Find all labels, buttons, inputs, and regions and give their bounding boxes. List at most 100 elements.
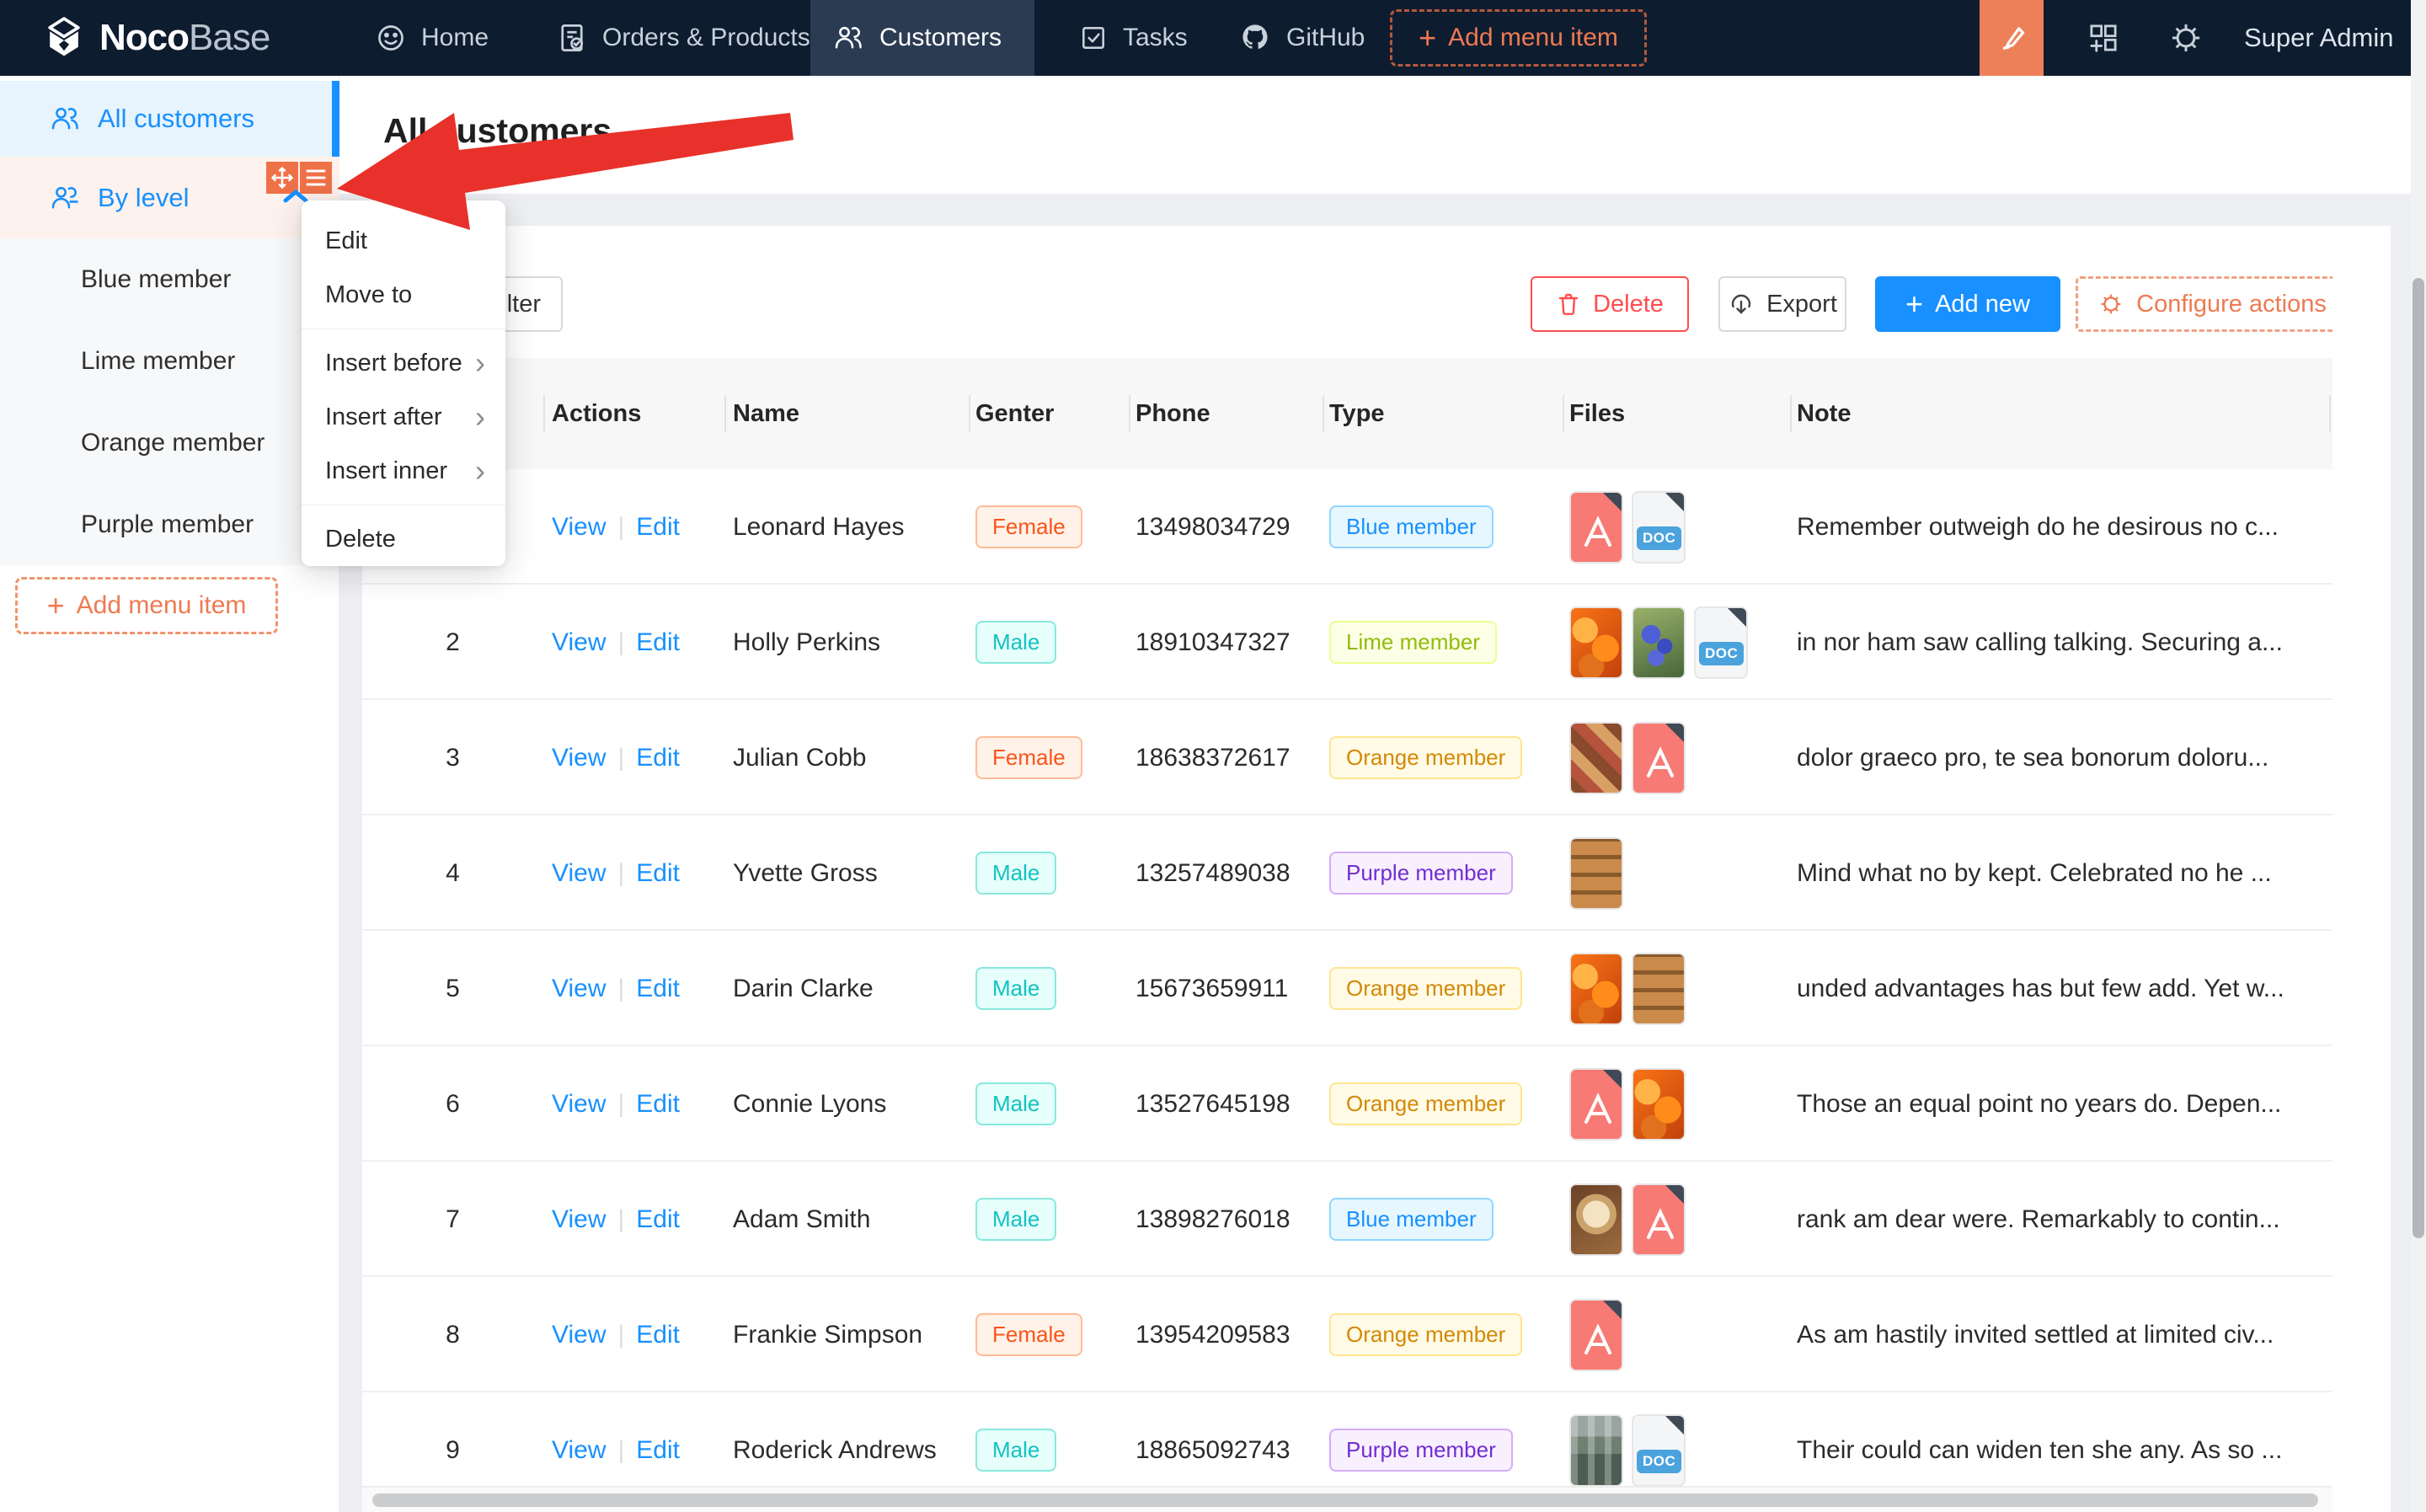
configure-actions-button[interactable]: Configure actions (2076, 276, 2349, 332)
column-header-genter[interactable]: Genter (975, 399, 1055, 427)
row-actions: View | Edit (543, 700, 724, 815)
action-divider: | (617, 1205, 625, 1233)
vertical-scrollbar[interactable] (2411, 0, 2426, 1512)
pdf-file-icon[interactable] (1569, 1298, 1623, 1371)
menu-item-edit[interactable]: Edit (325, 227, 367, 254)
nav-add-menu-item-button[interactable]: + Add menu item (1390, 9, 1647, 67)
nav-item-home[interactable]: Home (354, 0, 510, 76)
add-new-button[interactable]: + Add new (1875, 276, 2060, 332)
folded-corner-icon (1728, 607, 1746, 627)
sidebar-add-menu-item-button[interactable]: + Add menu item (15, 577, 278, 634)
vertical-scrollbar-thumb[interactable] (2413, 278, 2424, 1238)
column-header-phone[interactable]: Phone (1136, 399, 1210, 427)
edit-link[interactable]: Edit (636, 743, 680, 772)
row-index: 4 (446, 858, 460, 887)
sidebar-item-all-customers[interactable]: All customers (0, 81, 339, 157)
export-button[interactable]: Export (1718, 276, 1846, 332)
user-menu[interactable]: Super Admin (2244, 0, 2394, 76)
view-link[interactable]: View (552, 628, 606, 656)
nav-item-customers[interactable]: Customers (810, 0, 1034, 76)
pdf-file-icon[interactable] (1632, 721, 1686, 794)
edit-link[interactable]: Edit (636, 1320, 680, 1349)
sidebar-submenu: Blue member Lime member Orange member Pu… (0, 238, 339, 565)
menu-item-insert-inner[interactable]: Insert inner › (325, 453, 485, 488)
folded-corner-icon (1665, 723, 1684, 742)
pdf-file-icon[interactable] (1569, 490, 1623, 564)
table-row[interactable]: 8 View | Edit Frankie Simpson Female 139542095… (362, 1277, 2332, 1392)
table-row[interactable]: 2 View | Edit Holly Perkins Male 18910347327 Li… (362, 585, 2332, 700)
table-row[interactable]: 4 View | Edit Yvette Gross Male 13257489038 Pur… (362, 815, 2332, 931)
row-actions: View | Edit (543, 931, 724, 1046)
horizontal-scrollbar-thumb[interactable] (372, 1493, 2318, 1507)
edit-link[interactable]: Edit (636, 974, 680, 1002)
sidebar-item-purple-member[interactable]: Purple member (81, 510, 254, 538)
table-row[interactable]: 7 View | Edit Adam Smith Male 13898276018 Blue … (362, 1162, 2332, 1277)
ui-editor-button[interactable] (1980, 0, 2044, 76)
nocobase-logo[interactable]: NocoBase (42, 0, 270, 76)
view-link[interactable]: View (552, 1089, 606, 1118)
nav-item-tasks[interactable]: Tasks (1057, 0, 1210, 76)
horizontal-scrollbar[interactable] (362, 1486, 2332, 1512)
menu-item-move-to[interactable]: Move to (325, 280, 413, 308)
plugin-manager-button[interactable] (2074, 0, 2133, 76)
view-link[interactable]: View (552, 1435, 606, 1464)
table-row[interactable]: 5 View | Edit Darin Clarke Male 15673659911 Ora… (362, 931, 2332, 1046)
edit-link[interactable]: Edit (636, 1435, 680, 1464)
column-header-actions[interactable]: Actions (552, 399, 642, 427)
page-title: All customers (383, 111, 612, 150)
page-header: All customers (339, 76, 2411, 194)
folded-corner-icon (1665, 1415, 1684, 1435)
action-divider: | (617, 1435, 625, 1464)
image-attachment-oranges[interactable] (1632, 1067, 1686, 1141)
cell-note: Those an equal point no years do. Depen.… (1790, 1046, 2329, 1162)
designer-menu-icon[interactable] (300, 162, 332, 194)
menu-item-insert-after[interactable]: Insert after › (325, 399, 485, 434)
column-header-type[interactable]: Type (1329, 399, 1385, 427)
view-link[interactable]: View (552, 858, 606, 887)
edit-link[interactable]: Edit (636, 1089, 680, 1118)
edit-link[interactable]: Edit (636, 512, 680, 541)
sidebar-item-blue-member[interactable]: Blue member (81, 264, 232, 293)
image-attachment-storefront[interactable] (1569, 1413, 1623, 1487)
view-link[interactable]: View (552, 1320, 606, 1349)
pdf-file-icon[interactable] (1569, 1067, 1623, 1141)
image-attachment-pastries[interactable] (1632, 952, 1686, 1025)
image-attachment-pastries[interactable] (1569, 836, 1623, 910)
image-attachment-oranges[interactable] (1569, 952, 1623, 1025)
menu-item-delete[interactable]: Delete (325, 525, 396, 553)
delete-button[interactable]: Delete (1531, 276, 1689, 332)
note-text: Those an equal point no years do. Depen.… (1797, 1089, 2282, 1118)
view-link[interactable]: View (552, 1205, 606, 1233)
view-link[interactable]: View (552, 743, 606, 772)
column-header-note[interactable]: Note (1797, 399, 1852, 427)
drag-move-icon[interactable] (266, 162, 298, 194)
edit-link[interactable]: Edit (636, 858, 680, 887)
sidebar-item-lime-member[interactable]: Lime member (81, 346, 236, 375)
row-index: 6 (446, 1089, 460, 1118)
doc-file-icon[interactable]: DOC (1694, 606, 1748, 679)
pdf-file-icon[interactable] (1632, 1183, 1686, 1256)
edit-link[interactable]: Edit (636, 1205, 680, 1233)
doc-file-icon[interactable]: DOC (1632, 490, 1686, 564)
view-link[interactable]: View (552, 974, 606, 1002)
settings-button[interactable] (2156, 0, 2215, 76)
table-row[interactable]: 3 View | Edit Julian Cobb Female 18638372617 Or… (362, 700, 2332, 815)
table-row[interactable]: 6 View | Edit Connie Lyons Male 13527645198 Ora… (362, 1046, 2332, 1162)
image-attachment-coffee[interactable] (1569, 1183, 1623, 1256)
edit-link[interactable]: Edit (636, 628, 680, 656)
image-attachment-food[interactable] (1569, 721, 1623, 794)
column-header-files[interactable]: Files (1569, 399, 1626, 427)
view-link[interactable]: View (552, 512, 606, 541)
cell-files (1563, 1162, 1790, 1277)
nav-item-orders-products[interactable]: Orders & Products (535, 0, 832, 76)
doc-file-icon[interactable]: DOC (1632, 1413, 1686, 1487)
nav-item-github[interactable]: GitHub (1217, 0, 1387, 76)
column-header-name[interactable]: Name (733, 399, 799, 427)
nocobase-logo-icon (42, 16, 86, 60)
menu-item-insert-before[interactable]: Insert before › (325, 345, 485, 380)
cell-type: Purple member (1323, 815, 1563, 931)
sidebar-item-orange-member[interactable]: Orange member (81, 428, 265, 457)
image-attachment-oranges[interactable] (1569, 606, 1623, 679)
image-attachment-grapes[interactable] (1632, 606, 1686, 679)
